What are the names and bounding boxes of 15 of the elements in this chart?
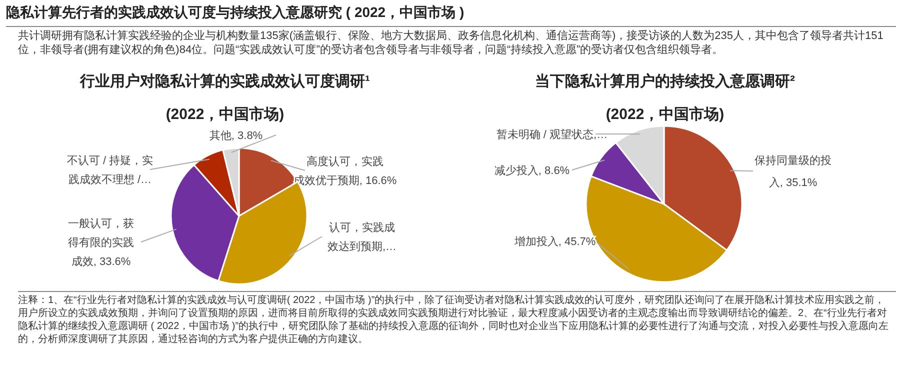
chart-title: 行业用户对隐私计算的实践成效认可度调研¹ [79, 72, 370, 90]
text: 隐私计算先行者的实践成效认可度与持续投入意愿研究 ( 2022，中国市场 ) [6, 4, 464, 22]
slice-label: 认可，实践成效达到预期,… [327, 222, 397, 253]
chart-subtitle: (2022，中国市场) [606, 105, 724, 123]
slice-label: 其他, 3.8% [209, 130, 263, 142]
text: 注释：1、在“行业先行者对隐私计算的实践成效与认可度调研( 2022，中国市场 )”的执行中，除了征询受访者对隐私计算实践成效的认可度外，研究团队还询问了在展开隐私计算技术应用实践之前，用户所设立的实践成效预期，并询问了设置预期的原因，进而将目前所取得的实践成效同实践预期进行对比验证，最大程度减小因受访者的主观态度输出而导致调研结论的偏差。2、在“行业先行者对隐私计算的继续投入意愿调研 ( 2022，中国市场 )”的执行中，研究团队除了基础的持续投入意愿的征询外，同时也对企业当下应用隐私计算的必要性进行了沟通与交流，对投入必要性与投入意愿向左的，分析师深度调研了其原因，通过轻咨询的方式为客户提供正确的方向建议。 [18, 294, 890, 346]
chart-title: 当下隐私计算用户的持续投入意愿调研² [535, 72, 795, 90]
slice-label: 减少投入, 8.6% [494, 165, 570, 177]
slice-label: 保持同量级的投入, 35.1% [754, 155, 832, 189]
slice-label: 暂未明确 / 观望状态,… [496, 129, 608, 141]
slice-label: 增加投入, 45.7% [514, 236, 596, 248]
chart-subtitle: (2022，中国市场) [166, 105, 284, 123]
slice-label: 一般认可，获得有限的实践成效, 33.6% [68, 218, 134, 268]
slice-label: 不认可 / 持疑，实践成效不理想 /… [66, 155, 154, 186]
text: 共计调研拥有隐私计算实践经验的企业与机构数量135家(涵盖银行、保险、地方大数据局、政务信息化机构、通信运营商等)，接受访谈的人数为235人，其中包含了领导者共计151位，非领导者(拥有建议权的角色)84位。问题“实践成效认可度”的受访者包含领导者与非领导者，问题“持续投入意愿”的受访者仅包含组织领导者。 [18, 29, 884, 57]
